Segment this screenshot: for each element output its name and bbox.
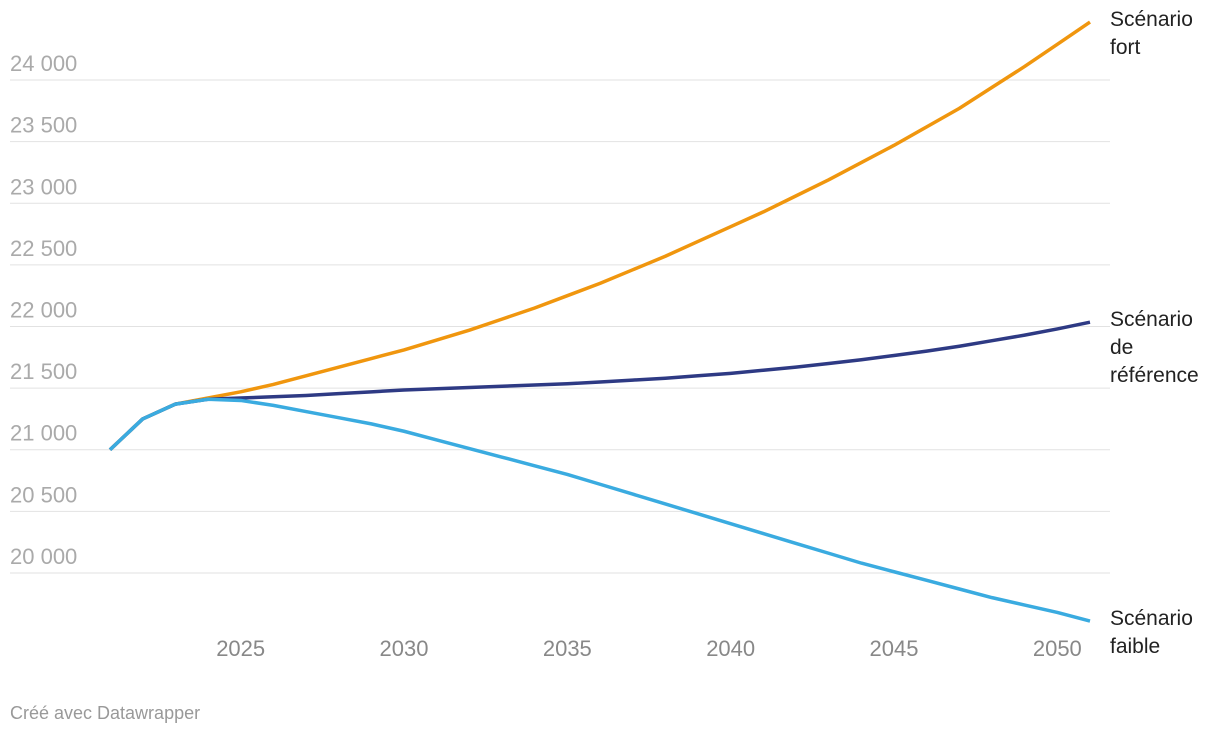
x-tick-label: 2045 <box>870 636 919 661</box>
x-tick-label: 2050 <box>1033 636 1082 661</box>
y-tick-label: 22 000 <box>10 298 77 323</box>
y-tick-label: 22 500 <box>10 236 77 261</box>
series-label: Scénario faible <box>1110 607 1193 659</box>
y-tick-label: 21 000 <box>10 421 77 446</box>
x-tick-label: 2030 <box>380 636 429 661</box>
line <box>108 397 1091 623</box>
y-tick-label: 21 500 <box>10 359 77 384</box>
series-label: Scénario fort <box>1110 8 1193 60</box>
y-tick-label: 24 000 <box>10 51 77 76</box>
line <box>108 20 1091 452</box>
x-tick-label: 2025 <box>216 636 265 661</box>
series-label: Scénario de référence <box>1110 308 1199 388</box>
y-tick-label: 20 500 <box>10 482 77 507</box>
x-tick-label: 2035 <box>543 636 592 661</box>
y-tick-label: 20 000 <box>10 544 77 569</box>
y-tick-label: 23 500 <box>10 113 77 138</box>
y-tick-label: 23 000 <box>10 174 77 199</box>
x-tick-label: 2040 <box>706 636 755 661</box>
source: Créé avec Datawrapper <box>10 703 201 723</box>
line <box>108 320 1091 452</box>
